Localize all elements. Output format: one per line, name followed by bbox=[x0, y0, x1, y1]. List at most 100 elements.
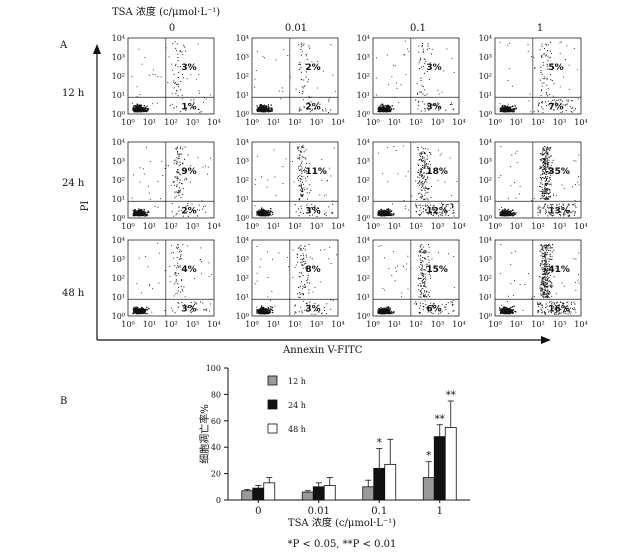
flow-y-tick-label: 10² bbox=[479, 72, 492, 81]
significance-mark: ** bbox=[446, 390, 456, 401]
flow-y-tick-label: 10⁴ bbox=[236, 236, 249, 245]
upper-right-percent: 3% bbox=[426, 63, 441, 73]
lower-right-percent: 1% bbox=[181, 102, 196, 112]
flow-y-tick-label: 10¹ bbox=[112, 293, 125, 302]
lower-right-percent: 3% bbox=[305, 206, 320, 216]
flow-x-tick-label: 10³ bbox=[310, 222, 323, 231]
flow-x-tick-label: 10³ bbox=[310, 118, 323, 127]
legend-label: 24 h bbox=[288, 401, 306, 410]
flow-x-tick-label: 10¹ bbox=[267, 320, 280, 329]
flow-x-tick-label: 10⁰ bbox=[366, 222, 379, 231]
flow-x-tick-label: 10⁴ bbox=[207, 118, 220, 127]
bar-48h-0 bbox=[263, 482, 276, 501]
upper-right-percent: 8% bbox=[305, 265, 320, 275]
flow-x-tick-label: 10⁰ bbox=[488, 222, 501, 231]
flow-y-tick-label: 10² bbox=[357, 176, 370, 185]
flow-y-tick-label: 10⁰ bbox=[236, 214, 249, 223]
flow-plot-12h-c1: 2% 2% 10⁰ 10¹ 10² 10³ 10⁴ 10⁰ 10¹ 10² 10³ 10⁴ bbox=[236, 34, 345, 127]
flow-plot-48h-c0: 4% 3% 10⁰ 10¹ 10² 10³ 10⁴ 10⁰ 10¹ 10² 10³ 10⁴ bbox=[112, 236, 221, 329]
upper-right-percent: 5% bbox=[548, 63, 563, 73]
bar-24h-0 bbox=[252, 487, 265, 501]
flow-scatter-dots bbox=[254, 244, 337, 315]
bar-48h-1 bbox=[444, 426, 457, 501]
flow-y-tick-label: 10⁴ bbox=[112, 138, 125, 147]
bar-12h-1 bbox=[422, 477, 435, 501]
upper-right-percent: 41% bbox=[548, 265, 570, 275]
flow-y-tick-label: 10⁴ bbox=[479, 236, 492, 245]
lower-right-percent: 3% bbox=[426, 102, 441, 112]
flow-scatter-dots bbox=[499, 41, 580, 113]
pi-axis-label: PI bbox=[80, 201, 91, 212]
flow-plot-12h-c0: 3% 1% 10⁰ 10¹ 10² 10³ 10⁴ 10⁰ 10¹ 10² 10³ 10⁴ bbox=[112, 34, 221, 127]
bar-12h-0.01 bbox=[301, 491, 314, 501]
flow-y-tick-label: 10⁴ bbox=[357, 236, 370, 245]
flow-y-tick-label: 10⁴ bbox=[357, 138, 370, 147]
flow-y-tick-label: 10⁰ bbox=[112, 214, 125, 223]
flow-x-tick-label: 10³ bbox=[553, 320, 566, 329]
flow-y-tick-label: 10² bbox=[112, 176, 125, 185]
flow-x-tick-label: 10¹ bbox=[143, 222, 156, 231]
bar-24h-0.01 bbox=[312, 486, 325, 501]
flow-x-tick-label: 10⁰ bbox=[245, 222, 258, 231]
flow-plot-frame bbox=[251, 239, 339, 317]
flow-plot-frame bbox=[251, 141, 339, 219]
flow-x-tick-label: 10¹ bbox=[143, 118, 156, 127]
time-label-48h: 48 h bbox=[62, 288, 85, 299]
lower-right-percent: 7% bbox=[548, 102, 563, 112]
flow-x-tick-label: 10⁴ bbox=[452, 222, 465, 231]
flow-y-tick-label: 10¹ bbox=[479, 91, 492, 100]
bar-48h-0.1 bbox=[384, 463, 397, 501]
flow-x-tick-label: 10⁰ bbox=[121, 320, 134, 329]
flow-x-tick-label: 10⁴ bbox=[331, 320, 344, 329]
flow-x-tick-label: 10¹ bbox=[510, 222, 523, 231]
flow-x-tick-label: 10³ bbox=[310, 320, 323, 329]
flow-y-tick-label: 10⁴ bbox=[236, 34, 249, 43]
flow-x-tick-label: 10¹ bbox=[510, 320, 523, 329]
flow-x-tick-label: 10² bbox=[164, 118, 177, 127]
flow-plot-12h-c3: 5% 7% 10⁰ 10¹ 10² 10³ 10⁴ 10⁰ 10¹ 10² 10³ 10⁴ bbox=[479, 34, 588, 127]
flow-y-tick-label: 10³ bbox=[357, 157, 370, 166]
flow-x-tick-label: 10³ bbox=[553, 118, 566, 127]
bar-y-tick-label: 40 bbox=[211, 443, 221, 452]
flow-y-tick-label: 10³ bbox=[112, 255, 125, 264]
flow-y-tick-label: 10¹ bbox=[112, 195, 125, 204]
flow-plot-frame bbox=[494, 141, 582, 219]
flow-y-tick-label: 10³ bbox=[236, 255, 249, 264]
conc-label-1: 0.01 bbox=[285, 23, 307, 34]
flow-y-tick-label: 10⁰ bbox=[236, 110, 249, 119]
bar-y-axis-label: 细胞凋亡率% bbox=[198, 404, 211, 464]
flow-x-tick-label: 10⁰ bbox=[366, 118, 379, 127]
flow-plot-24h-c3: 35% 13% 10⁰ 10¹ 10² 10³ 10⁴ 10⁰ 10¹ 10² 10³ 10⁴ bbox=[479, 138, 588, 231]
flow-x-tick-label: 10² bbox=[531, 118, 544, 127]
upper-right-percent: 9% bbox=[181, 167, 196, 177]
flow-y-tick-label: 10² bbox=[112, 274, 125, 283]
bar-12h-0.1 bbox=[362, 486, 375, 501]
flow-plot-frame bbox=[127, 37, 215, 115]
pi-axis-arrow bbox=[93, 44, 101, 54]
flow-x-tick-label: 10² bbox=[164, 320, 177, 329]
upper-right-percent: 2% bbox=[305, 63, 320, 73]
flow-x-tick-label: 10³ bbox=[431, 118, 444, 127]
flow-plot-frame bbox=[251, 37, 339, 115]
flow-x-tick-label: 10⁰ bbox=[488, 320, 501, 329]
flow-x-tick-label: 10⁴ bbox=[331, 118, 344, 127]
significance-note: *P < 0.05, **P < 0.01 bbox=[288, 539, 397, 550]
bar-y-tick-label: 100 bbox=[206, 364, 221, 373]
flow-x-tick-label: 10⁰ bbox=[366, 320, 379, 329]
conc-label-0: 0 bbox=[169, 23, 175, 34]
bar-y-tick-label: 20 bbox=[211, 470, 221, 479]
flow-x-tick-label: 10² bbox=[288, 320, 301, 329]
bar-12h-0 bbox=[241, 490, 254, 501]
legend-label: 48 h bbox=[288, 425, 306, 434]
flow-y-tick-label: 10⁰ bbox=[112, 110, 125, 119]
bar-x-tick-label: 0.1 bbox=[371, 506, 387, 517]
flow-y-tick-label: 10² bbox=[479, 274, 492, 283]
flow-x-tick-label: 10⁰ bbox=[121, 118, 134, 127]
flow-y-tick-label: 10² bbox=[112, 72, 125, 81]
flow-plot-48h-c1: 8% 3% 10⁰ 10¹ 10² 10³ 10⁴ 10⁰ 10¹ 10² 10³ 10⁴ bbox=[236, 236, 345, 329]
lower-right-percent: 13% bbox=[548, 206, 570, 216]
flow-y-tick-label: 10³ bbox=[357, 255, 370, 264]
flow-x-tick-label: 10³ bbox=[553, 222, 566, 231]
flow-y-tick-label: 10⁴ bbox=[236, 138, 249, 147]
